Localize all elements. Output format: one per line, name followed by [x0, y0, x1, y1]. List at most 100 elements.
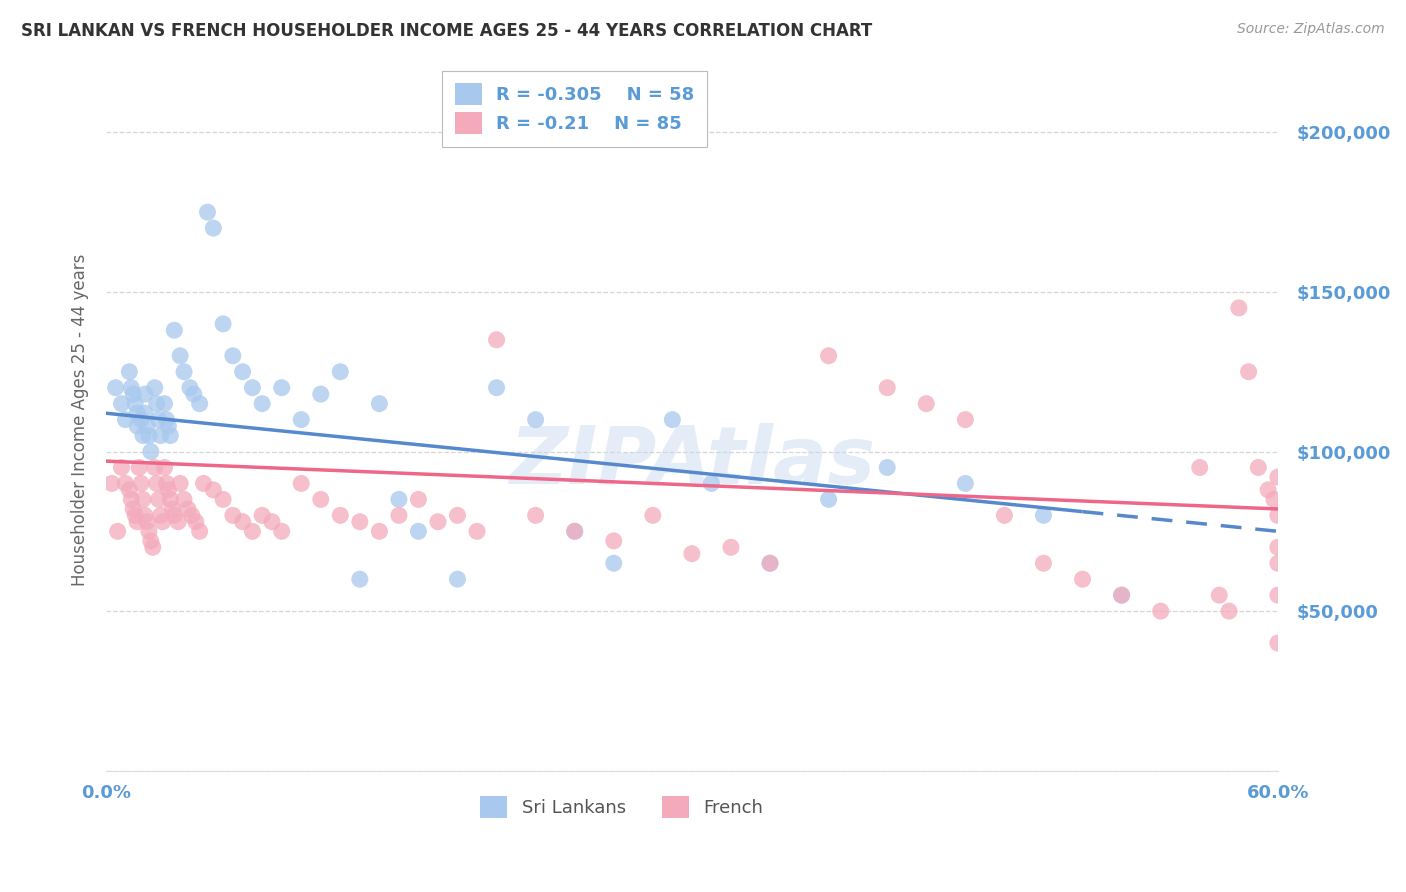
- Point: [127, 406, 149, 420]
- Point: [290, 476, 312, 491]
- Point: [135, 515, 157, 529]
- Point: [202, 483, 225, 497]
- Point: [139, 533, 162, 548]
- Legend: Sri Lankans, French: Sri Lankans, French: [472, 789, 770, 825]
- Point: [1111, 588, 1133, 602]
- Point: [426, 515, 449, 529]
- Point: [177, 502, 200, 516]
- Point: [145, 397, 167, 411]
- Point: [641, 508, 664, 523]
- Point: [485, 333, 508, 347]
- Point: [110, 460, 132, 475]
- Point: [446, 572, 468, 586]
- Point: [1237, 365, 1260, 379]
- Point: [124, 397, 146, 411]
- Point: [1263, 492, 1285, 507]
- Point: [564, 524, 586, 539]
- Point: [188, 524, 211, 539]
- Point: [1071, 572, 1094, 586]
- Point: [1188, 460, 1211, 475]
- Point: [169, 476, 191, 491]
- Point: [153, 460, 176, 475]
- Point: [408, 492, 430, 507]
- Point: [134, 406, 156, 420]
- Point: [129, 476, 152, 491]
- Point: [915, 397, 938, 411]
- Point: [132, 428, 155, 442]
- Point: [173, 365, 195, 379]
- Point: [603, 556, 626, 570]
- Point: [955, 476, 977, 491]
- Point: [408, 524, 430, 539]
- Point: [149, 508, 172, 523]
- Point: [993, 508, 1015, 523]
- Point: [1267, 556, 1289, 570]
- Point: [184, 515, 207, 529]
- Point: [163, 508, 186, 523]
- Point: [132, 492, 155, 507]
- Point: [159, 428, 181, 442]
- Point: [179, 381, 201, 395]
- Point: [250, 508, 273, 523]
- Point: [309, 387, 332, 401]
- Point: [720, 541, 742, 555]
- Point: [138, 428, 160, 442]
- Point: [120, 492, 142, 507]
- Point: [1247, 460, 1270, 475]
- Point: [118, 365, 141, 379]
- Point: [1218, 604, 1240, 618]
- Point: [148, 492, 170, 507]
- Point: [122, 387, 145, 401]
- Point: [1267, 508, 1289, 523]
- Point: [143, 381, 166, 395]
- Point: [1267, 541, 1289, 555]
- Text: ZIPAtlas: ZIPAtlas: [509, 423, 875, 500]
- Point: [114, 412, 136, 426]
- Point: [159, 492, 181, 507]
- Point: [232, 515, 254, 529]
- Point: [368, 524, 391, 539]
- Point: [127, 515, 149, 529]
- Point: [180, 508, 202, 523]
- Point: [138, 524, 160, 539]
- Point: [162, 502, 184, 516]
- Point: [270, 381, 292, 395]
- Point: [1150, 604, 1173, 618]
- Point: [153, 397, 176, 411]
- Point: [128, 460, 150, 475]
- Point: [100, 476, 122, 491]
- Point: [107, 524, 129, 539]
- Point: [134, 387, 156, 401]
- Point: [242, 381, 264, 395]
- Point: [148, 412, 170, 426]
- Point: [1208, 588, 1230, 602]
- Point: [349, 515, 371, 529]
- Point: [212, 317, 235, 331]
- Point: [564, 524, 586, 539]
- Point: [485, 381, 508, 395]
- Point: [1032, 508, 1054, 523]
- Point: [232, 365, 254, 379]
- Text: Source: ZipAtlas.com: Source: ZipAtlas.com: [1237, 22, 1385, 37]
- Point: [661, 412, 683, 426]
- Point: [955, 412, 977, 426]
- Point: [155, 476, 177, 491]
- Point: [127, 419, 149, 434]
- Point: [163, 323, 186, 337]
- Point: [167, 515, 190, 529]
- Point: [183, 387, 205, 401]
- Point: [157, 483, 180, 497]
- Point: [129, 412, 152, 426]
- Point: [329, 508, 352, 523]
- Point: [114, 476, 136, 491]
- Point: [1227, 301, 1250, 315]
- Point: [169, 349, 191, 363]
- Point: [110, 397, 132, 411]
- Point: [124, 508, 146, 523]
- Point: [212, 492, 235, 507]
- Point: [142, 541, 165, 555]
- Point: [290, 412, 312, 426]
- Point: [329, 365, 352, 379]
- Point: [149, 428, 172, 442]
- Point: [135, 419, 157, 434]
